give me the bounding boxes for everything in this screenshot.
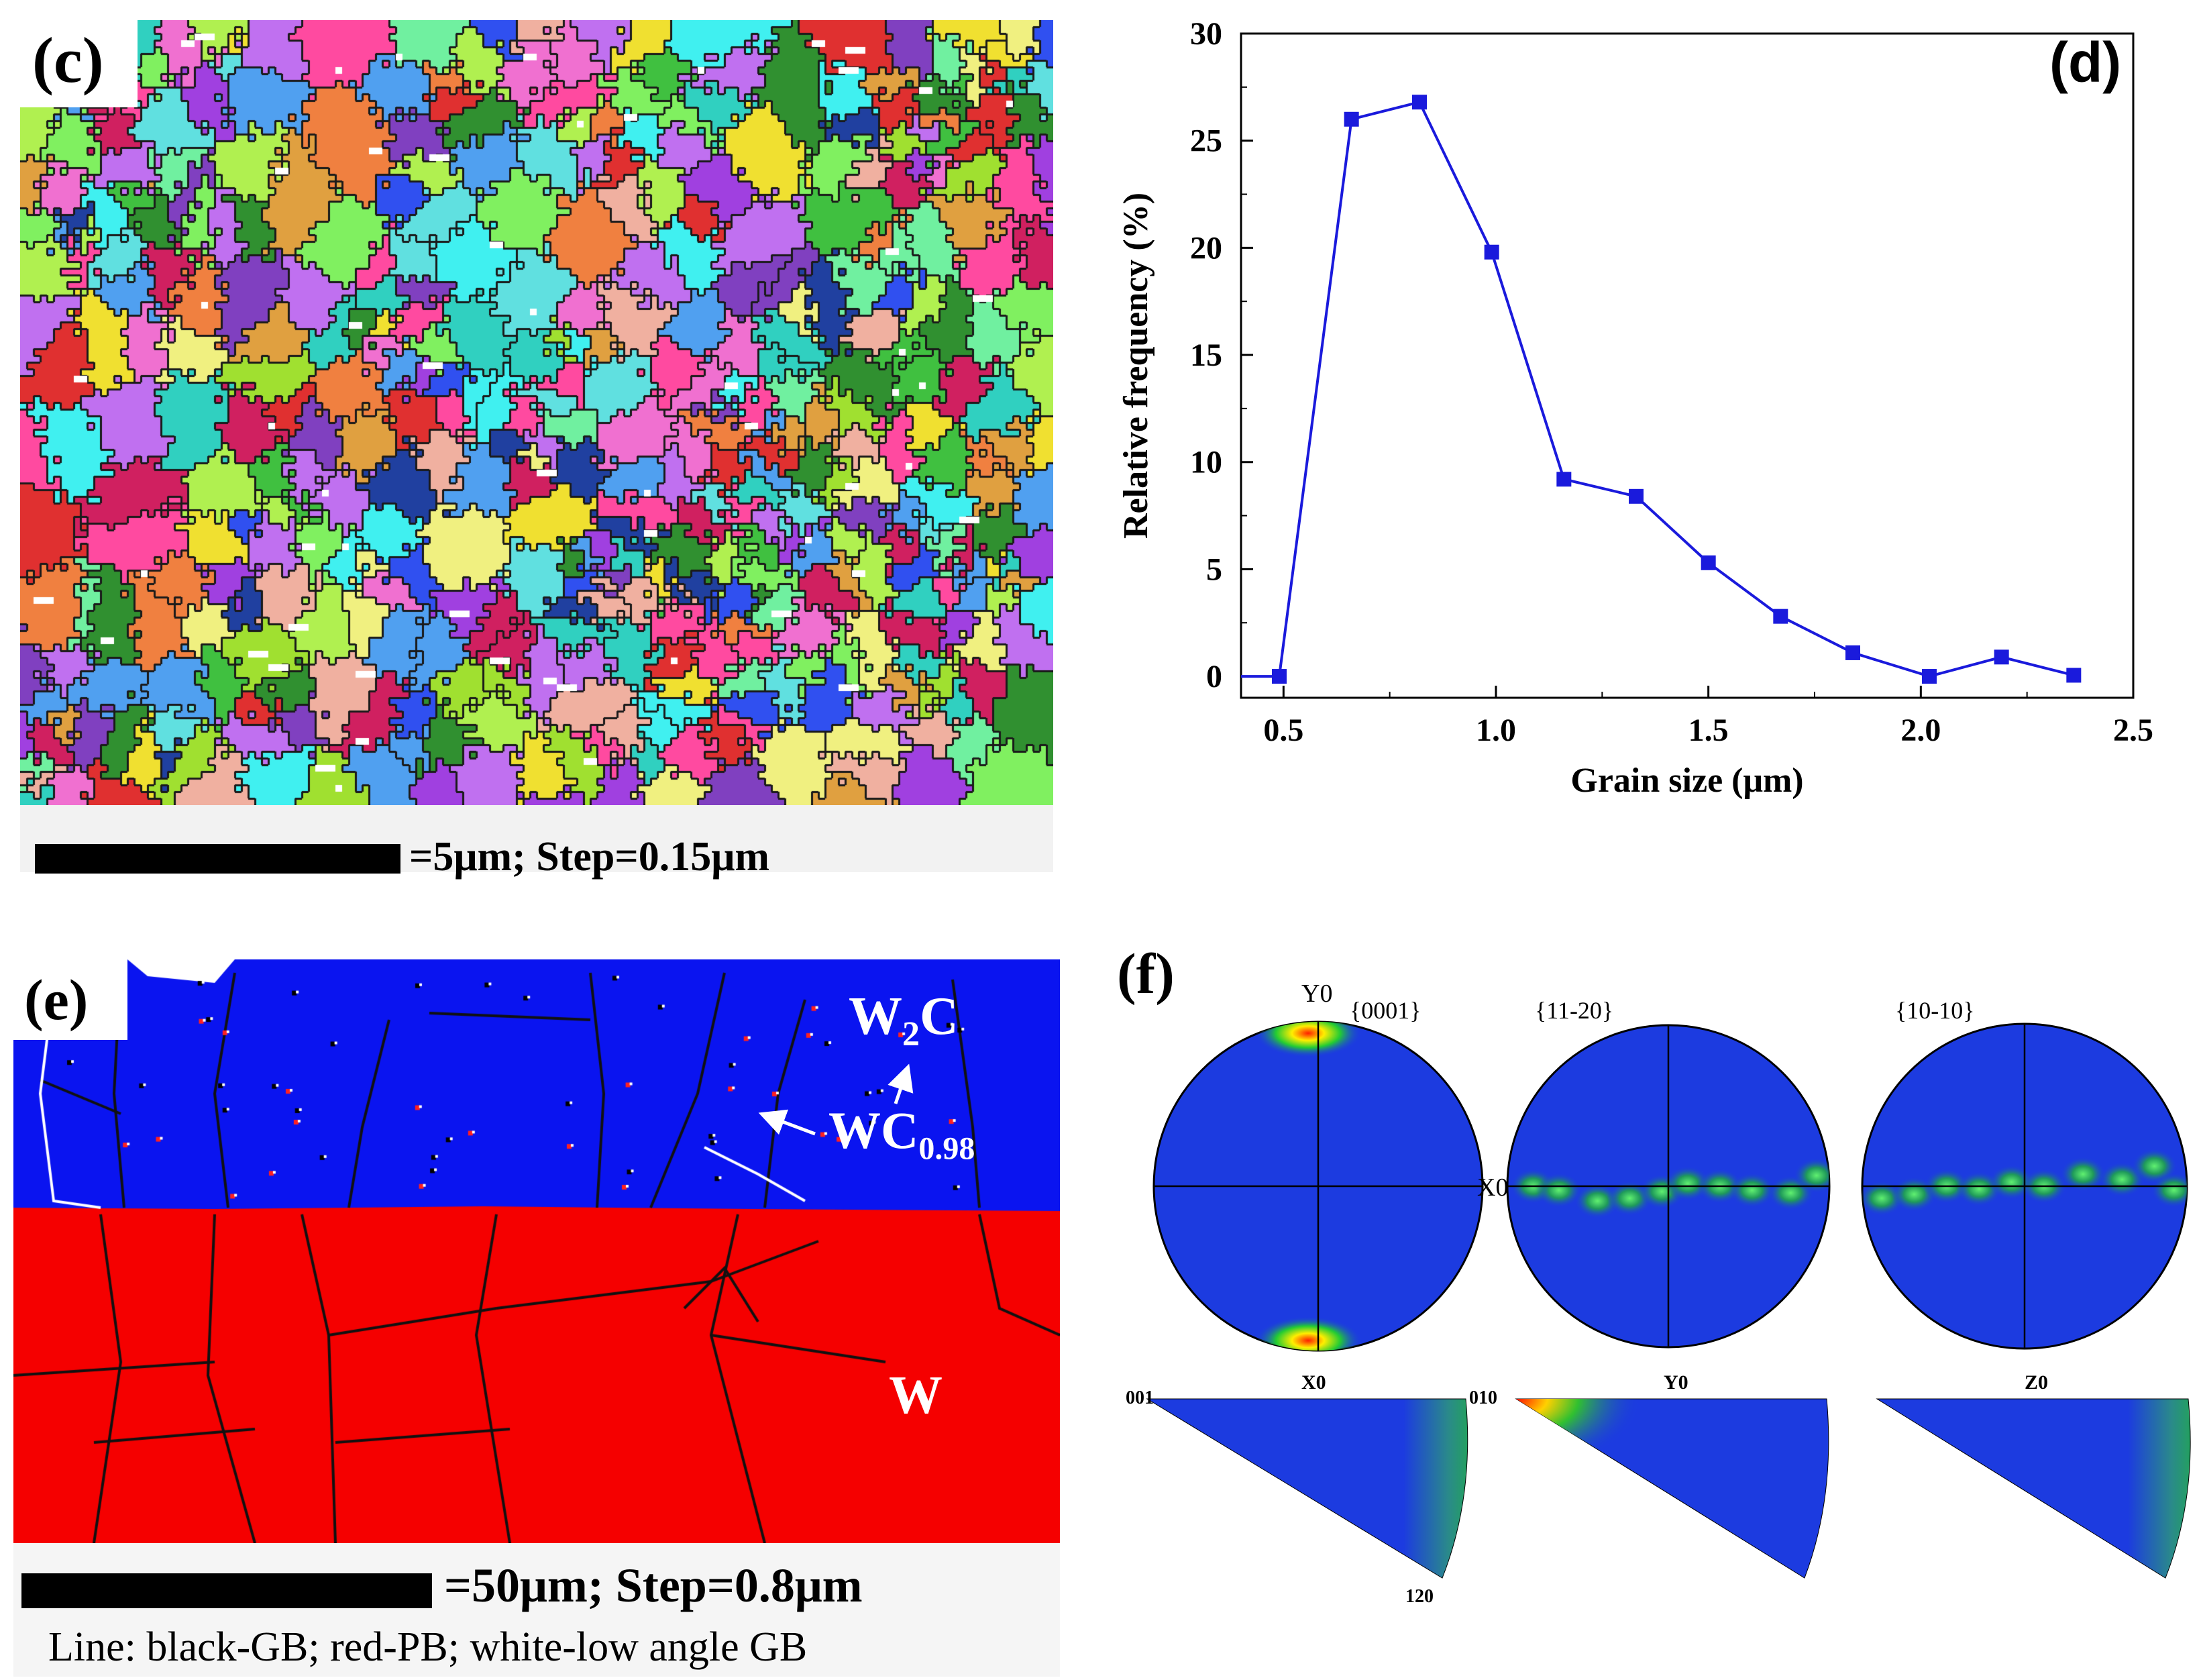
phase-label-wc-sub: 0.98 (918, 1131, 975, 1167)
x-axis-label: Grain size (μm) (1570, 762, 1803, 800)
data-point (1344, 111, 1359, 127)
texture-spot (1536, 1173, 1582, 1208)
pole-figure-3-title: {10-10} (1895, 997, 1975, 1024)
panel-e-label: (e) (13, 959, 127, 1040)
x-tick-label: 2.5 (2113, 713, 2153, 748)
phase-label-w2c-c: C (920, 987, 959, 1046)
wc-arrows (758, 1063, 914, 1136)
y-tick-label: 25 (1190, 123, 1222, 159)
ipf-z0: Z0 (1876, 1371, 2191, 1579)
data-point (1272, 669, 1287, 684)
ipf-x0: X0 001 010 120 (1126, 1371, 1497, 1607)
scale-bar-e: =50μm; Step=0.8μm Line: black-GB; red-PB… (13, 1543, 1060, 1677)
data-point (1922, 669, 1937, 684)
phase-map (13, 959, 1060, 1543)
y-tick-label: 30 (1190, 16, 1222, 52)
y-tick-label: 20 (1190, 230, 1222, 266)
data-point (1556, 472, 1572, 487)
ipf-corner-010: 010 (1469, 1387, 1497, 1408)
y-tick-label: 5 (1206, 552, 1222, 587)
ipf-z0-title: Z0 (2025, 1371, 2048, 1394)
panel-d: 0.5 1.0 1.5 2.0 2.5 0 5 10 15 20 25 30 Grain size (μ… (1100, 0, 2200, 845)
texture-spot (1729, 1173, 1775, 1208)
phase-label-w2c: W2C (849, 986, 959, 1054)
phase-label-w2c-sub: 2 (902, 1015, 920, 1053)
phase-label-w: W (889, 1366, 943, 1425)
pole-figure-1-title: {0001} (1350, 997, 1421, 1024)
ipf-y0-title: Y0 (1664, 1371, 1688, 1394)
y-axis-label: Relative frequency (%) (1117, 193, 1155, 539)
panel-f: (f) Y0 {0001} {11-20} X0 (1107, 939, 2203, 1677)
data-point (1484, 244, 1499, 260)
ipf-x0-title: X0 (1301, 1371, 1326, 1394)
plot-frame (1240, 32, 2135, 699)
phase-label-wc: WC0.98 (828, 1100, 975, 1167)
phase-label-w2c-w: W (849, 987, 902, 1046)
x-tick-label: 0.5 (1263, 713, 1303, 748)
pole-figure-2-axis: X0 (1477, 1173, 1508, 1202)
ipf-corner-001: 001 (1126, 1387, 1154, 1408)
legend-text: Line: black-GB; red-PB; white-low angle … (48, 1624, 808, 1670)
data-point (1412, 95, 1427, 110)
ebsd-orientation-map (20, 20, 1053, 805)
data-point (1994, 649, 2009, 665)
panel-c-label: (c) (20, 20, 138, 107)
y-tick-label: 15 (1190, 337, 1222, 373)
y-tick-label: 10 (1190, 445, 1222, 480)
grain-size-chart: 0.5 1.0 1.5 2.0 2.5 0 5 10 15 20 25 30 Grain size (μ… (1117, 16, 2153, 800)
wc-arrow-left (758, 1109, 816, 1136)
ipf-y0: Y0 (1515, 1371, 1829, 1579)
pole-figure-10-10: {10-10} (1861, 997, 2188, 1350)
pole-figures: (f) Y0 {0001} {11-20} X0 (1117, 941, 2191, 1607)
scale-bar-e-line (21, 1573, 432, 1608)
x-tick-label: 2.0 (1900, 713, 1941, 748)
panel-d-label: (d) (2049, 31, 2122, 94)
texture-spot (1793, 1158, 1829, 1193)
pole-figure-1-axis: Y0 (1301, 980, 1332, 1008)
wc-arrow-up (888, 1063, 914, 1104)
scale-bar-c: =5μm; Step=0.15μm (20, 805, 1053, 880)
pole-figure-0001: Y0 {0001} (1152, 980, 1484, 1352)
panel-c: (c) =5μm; Step=0.15μm (20, 20, 1053, 880)
pole-figure-2-title: {11-20} (1535, 997, 1613, 1024)
data-point (1845, 645, 1860, 660)
series-line (1278, 100, 2074, 678)
panel-e: (e) W2C WC0.98 W =50μm; Step=0.8μm Line:… (13, 959, 1060, 1677)
scale-bar-c-text: =5μm; Step=0.15μm (409, 834, 770, 880)
scale-bar-e-text: =50μm; Step=0.8μm (444, 1559, 863, 1612)
y-tick-label: 0 (1206, 659, 1222, 694)
x-tick-label: 1.0 (1476, 713, 1516, 748)
scale-bar-c-line (35, 844, 400, 874)
ipf-corner-120: 120 (1405, 1586, 1434, 1607)
texture-spot (2060, 1157, 2106, 1192)
data-point (1773, 609, 1788, 624)
data-point (1701, 555, 1716, 570)
x-tick-label: 1.5 (1688, 713, 1729, 748)
data-point (1629, 488, 1644, 504)
panel-f-label: (f) (1117, 941, 1175, 1006)
phase-label-wc-main: WC (828, 1101, 919, 1159)
data-point (2066, 668, 2082, 683)
pole-figure-11-20: {11-20} X0 (1477, 997, 1831, 1349)
texture-spot (2151, 1173, 2187, 1208)
